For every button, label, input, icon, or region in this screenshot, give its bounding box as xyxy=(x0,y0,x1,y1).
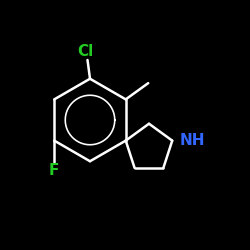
Text: NH: NH xyxy=(180,133,205,148)
Text: Cl: Cl xyxy=(77,44,93,59)
Text: F: F xyxy=(49,163,59,178)
